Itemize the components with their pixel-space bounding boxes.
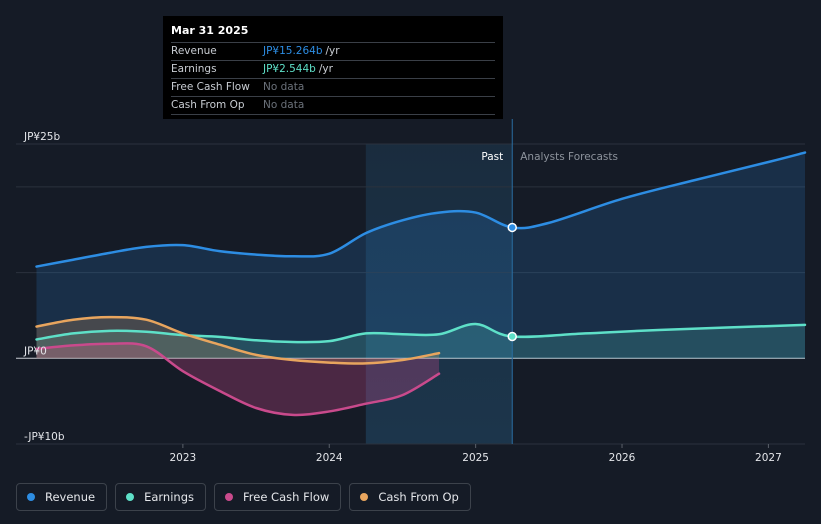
free-cash-flow-dot-icon [225,493,233,501]
free-cash-flow-line [35,342,441,417]
revenue-dot-icon [27,493,35,501]
tooltip-value: No data [263,99,305,111]
free-cash-flow-area [36,343,440,415]
legend: Revenue Earnings Free Cash Flow Cash Fro… [16,483,471,511]
x-tick-label: 2023 [170,452,197,464]
cash-from-op-area [36,317,440,364]
earnings-highlight-marker [507,331,517,342]
earnings-dot-icon [126,493,135,501]
series-lines [35,151,807,417]
tooltip-unit: /yr [318,63,333,75]
legend-label: Revenue [45,490,96,504]
legend-item-free-cash-flow[interactable]: Free Cash Flow [214,483,342,511]
tooltip-row-earnings: Earnings JP¥2.544b /yr [171,61,495,79]
tooltip-value: JP¥2.544b [263,63,316,75]
tooltip-label: Free Cash Flow [171,81,250,93]
legend-label: Free Cash Flow [243,490,330,504]
tooltip-label: Revenue [171,45,217,57]
y-tick-label: JP¥25b [23,131,60,143]
legend-label: Earnings [144,490,194,504]
revenue-line [35,151,807,268]
x-tick-label: 2024 [316,452,343,464]
forecast-label: Analysts Forecasts [520,151,618,163]
earnings-line [35,322,807,344]
tooltip-date: Mar 31 2025 [171,24,495,43]
cash-from-op-dot-icon [360,493,369,501]
tooltip-label: Cash From Op [171,99,245,111]
y-tick-label: -JP¥10b [24,431,65,443]
x-tick-label: 2025 [462,452,489,464]
y-tick-label: JP¥0 [23,345,47,357]
legend-item-revenue[interactable]: Revenue [16,483,108,511]
tooltip: Mar 31 2025 Revenue JP¥15.264b /yr Earni… [163,16,503,119]
legend-item-earnings[interactable]: Earnings [115,483,206,511]
legend-item-cash-from-op[interactable]: Cash From Op [349,483,471,511]
past-label: Past [481,151,503,163]
legend-label: Cash From Op [378,490,459,504]
revenue-area [36,152,805,359]
series-areas [36,152,805,415]
tooltip-value: JP¥15.264b [263,45,323,57]
cash-from-op-line [35,315,441,365]
tooltip-row-revenue: Revenue JP¥15.264b /yr [171,43,495,61]
highlight-markers [507,222,517,342]
axis-labels: JP¥25b JP¥0 -JP¥10b 2023 2024 2025 2026 2027 Pas… [23,131,782,464]
x-tick-label: 2026 [609,452,636,464]
tooltip-row-fcf: Free Cash Flow No data [171,79,495,97]
x-tick-label: 2027 [755,452,782,464]
tooltip-value: No data [263,81,305,93]
tooltip-label: Earnings [171,63,217,75]
revenue-highlight-marker [507,222,517,233]
tooltip-row-cfo: Cash From Op No data [171,97,495,115]
past-region-shading [365,144,513,444]
tooltip-unit: /yr [325,45,340,57]
